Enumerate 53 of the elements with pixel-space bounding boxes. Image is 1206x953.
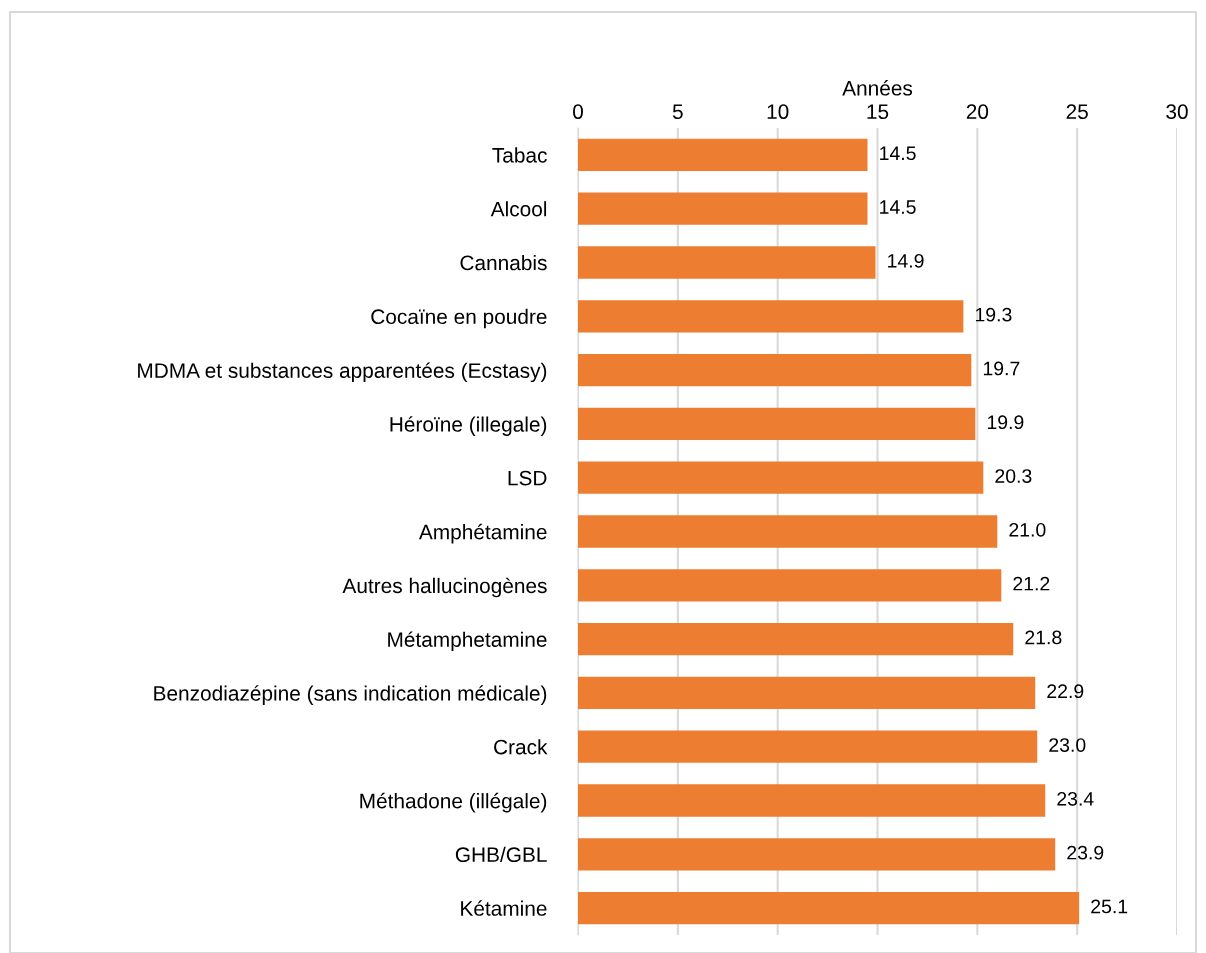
y-tick-label: MDMA et substances apparentées (Ecstasy) (138, 362, 547, 383)
data-label: 23.4 (1057, 791, 1094, 806)
bar (578, 515, 998, 548)
data-label: 19.9 (987, 415, 1024, 430)
data-label: 25.1 (1091, 899, 1128, 914)
data-label: 14.9 (888, 253, 924, 268)
bar (578, 569, 1002, 602)
x-tick-label: 10 (767, 104, 789, 120)
data-label: 22.9 (1047, 684, 1084, 699)
data-label: 23.9 (1067, 845, 1104, 860)
y-tick-label: Tabac (492, 147, 547, 163)
data-label: 19.7 (983, 361, 1020, 376)
y-tick-label: Métamphetamine (388, 631, 547, 652)
x-tick-label: 25 (1066, 104, 1088, 120)
bar (578, 461, 984, 494)
bar (578, 838, 1056, 871)
y-tick-label: Benzodiazépine (sans indication médicale) (154, 685, 547, 705)
data-label: 14.5 (880, 200, 916, 214)
y-tick-label: Autres hallucinogènes (342, 577, 547, 598)
data-label: 14.5 (880, 146, 916, 161)
y-tick-label: Cocaïne en poudre (371, 308, 547, 329)
bar (578, 891, 1080, 925)
x-tick-label: 5 (672, 104, 683, 120)
data-label: 20.3 (995, 469, 1032, 483)
x-axis-title: Années (842, 80, 913, 96)
y-tick-label: Alcool (490, 201, 547, 217)
bar (578, 138, 868, 172)
y-tick-label: Kétamine (461, 900, 547, 916)
y-tick-label: Méthadone (illégale) (360, 792, 547, 813)
y-tick-label: Cannabis (460, 254, 547, 271)
y-tick-label: Crack (494, 739, 548, 755)
y-tick-label: Héroïne (illegale) (390, 416, 547, 436)
data-label: 19.3 (975, 307, 1012, 322)
x-tick-label: 0 (573, 104, 583, 120)
bar (578, 622, 1014, 656)
bar (578, 353, 972, 387)
bar (578, 730, 1038, 763)
bar (578, 300, 964, 333)
y-tick-label: GHB/GBL (455, 846, 547, 863)
data-label: 21.0 (1009, 522, 1046, 537)
bar (578, 246, 876, 279)
x-tick-label: 15 (867, 104, 889, 120)
data-label: 23.0 (1049, 738, 1086, 752)
bar (578, 784, 1046, 817)
data-label: 21.2 (1013, 576, 1050, 591)
bar (578, 407, 976, 441)
bar (578, 676, 1036, 710)
bar (578, 192, 868, 225)
y-tick-label: Amphétamine (418, 523, 547, 544)
y-tick-label: LSD (508, 470, 547, 486)
data-label: 21.8 (1025, 630, 1062, 645)
x-tick-label: 20 (966, 104, 989, 120)
x-tick-label: 30 (1166, 104, 1188, 120)
